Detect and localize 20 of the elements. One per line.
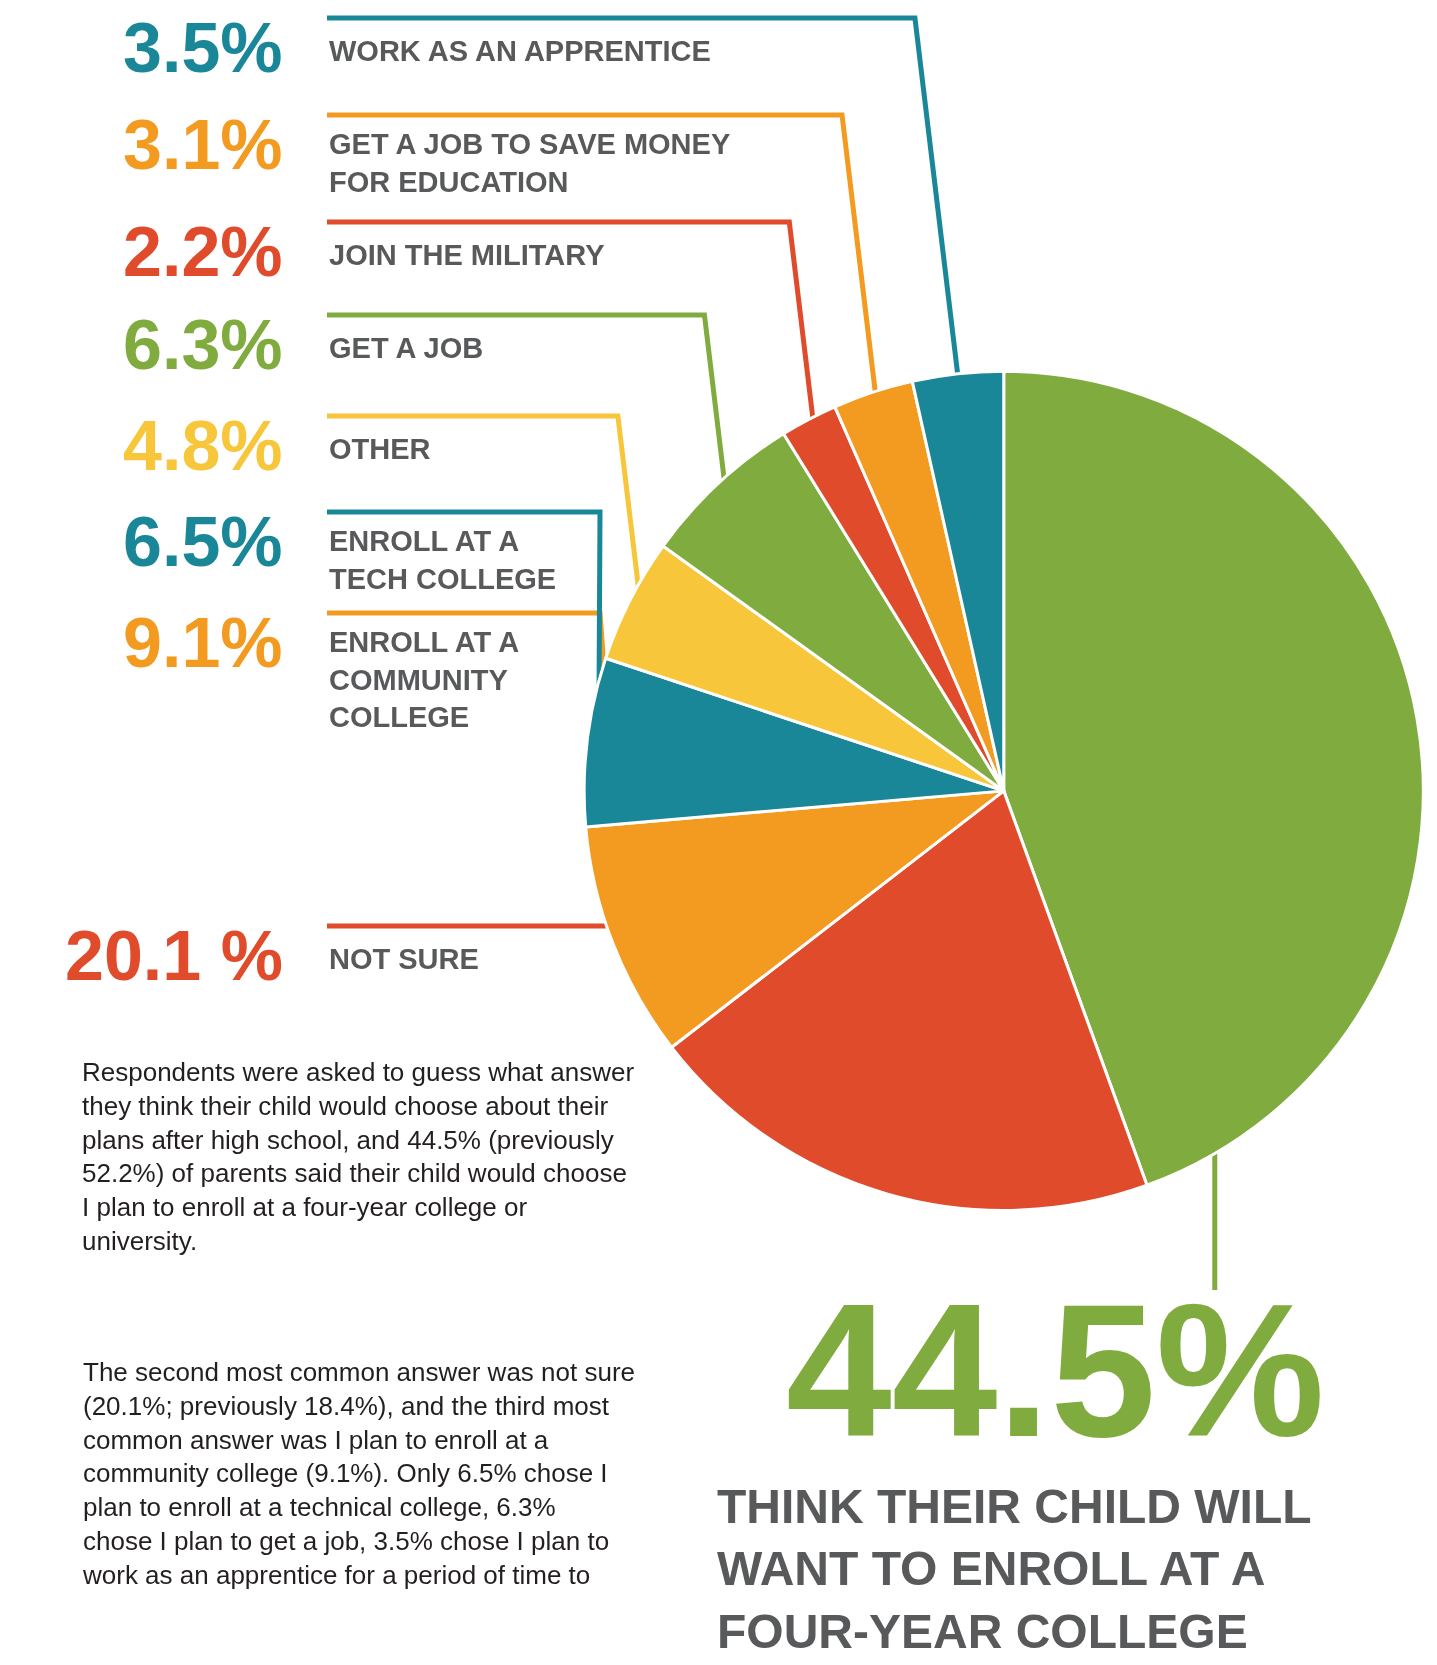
data-label: 44.5% <box>786 1264 1325 1476</box>
data-label: 9.1% <box>123 604 283 682</box>
data-label: 6.3% <box>123 306 283 384</box>
slice-label: ENROLL AT A COMMUNITY COLLEGE <box>329 626 520 734</box>
data-label: 20.1 % <box>65 917 283 995</box>
data-label: 4.8% <box>123 407 283 485</box>
data-label: 6.5% <box>123 503 283 581</box>
slice-label: THINK THEIR CHILD WILL WANT TO ENROLL AT A FOUR-YEAR COLLEGE <box>717 1480 1312 1658</box>
data-label: 2.2% <box>123 213 283 291</box>
slice-label: JOIN THE MILITARY <box>329 239 605 271</box>
data-label: 3.5% <box>123 9 283 87</box>
slice-label: ENROLL AT A TECH COLLEGE <box>329 525 557 595</box>
slice-label: WORK AS AN APPRENTICE <box>329 35 711 67</box>
text: Respondents were asked to guess what answer they think their child would choose about their plans after high school, and 44.5% (previously 52.2%) of parents said their child would choose I plan to enroll at a four-year college or university. <box>82 1057 635 1256</box>
slice-label: GET A JOB <box>329 332 484 364</box>
slice-label: NOT SURE <box>329 943 479 975</box>
slice-label: GET A JOB TO SAVE MONEY FOR EDUCATION <box>329 128 731 198</box>
slice-label: OTHER <box>329 433 431 465</box>
data-label: 3.1% <box>123 106 283 184</box>
text: The second most common answer was not sure (20.1%; previously 18.4%), and the third most common answer was I plan to enroll at a community college (9.1%). Only 6.5% chose I plan to enroll at a technical college, 6.3% chose I plan to get a job, 3.5% chose I plan to work as an apprentice for a period of time to <box>82 1357 636 1590</box>
